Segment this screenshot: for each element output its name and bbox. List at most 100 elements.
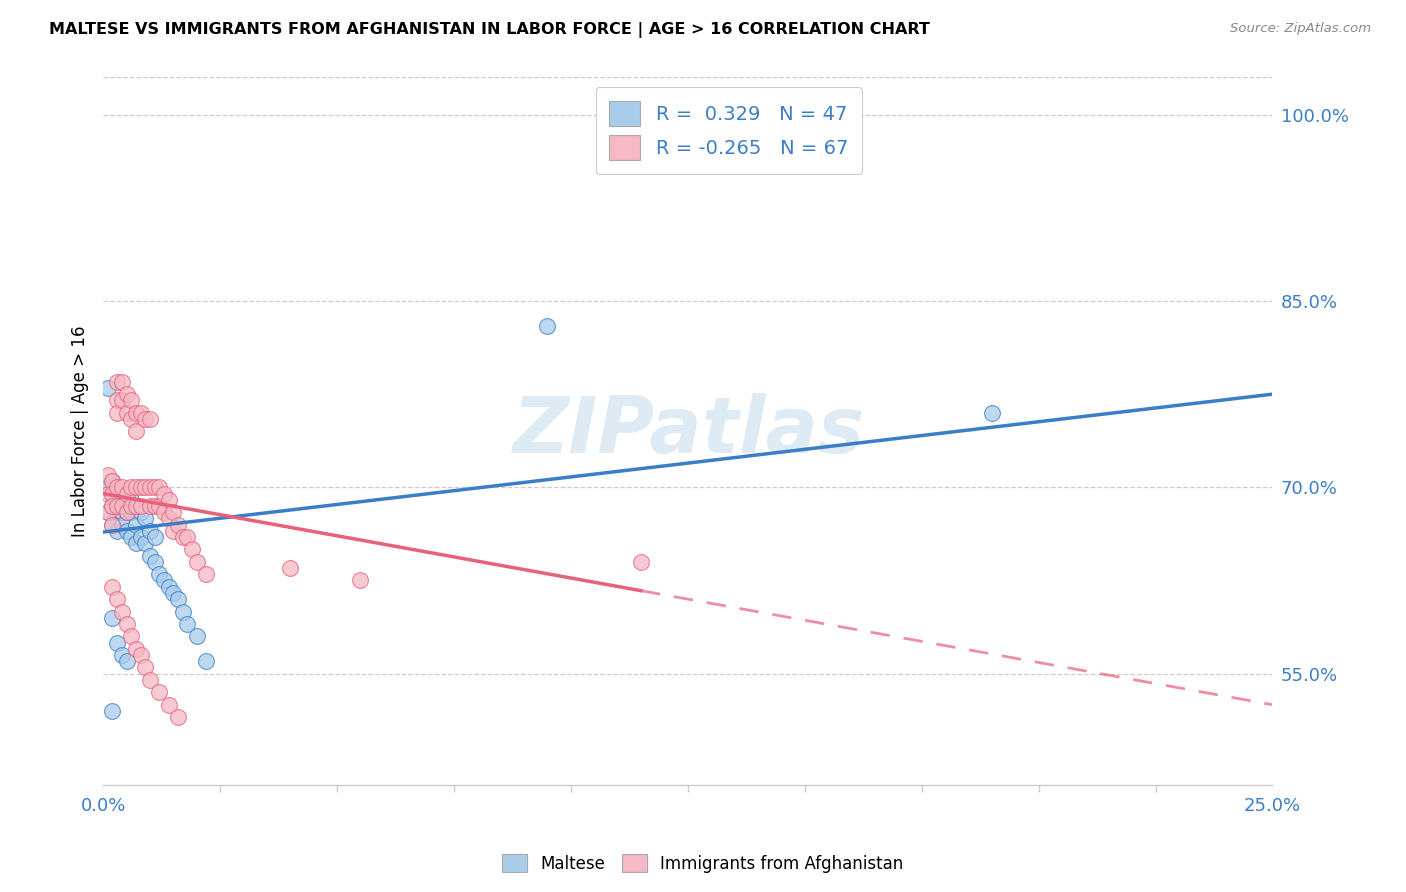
Point bbox=[111, 393, 134, 408]
Point bbox=[115, 617, 138, 632]
Point bbox=[148, 685, 170, 699]
Point bbox=[105, 592, 128, 607]
Point bbox=[115, 406, 138, 420]
Point bbox=[105, 524, 128, 538]
Point bbox=[148, 480, 170, 494]
Point bbox=[143, 530, 166, 544]
Point bbox=[115, 505, 138, 519]
Point bbox=[125, 517, 148, 532]
Point bbox=[111, 648, 134, 662]
Point bbox=[101, 517, 124, 532]
Point bbox=[143, 555, 166, 569]
Point bbox=[125, 641, 148, 656]
Point bbox=[278, 561, 301, 575]
Point bbox=[115, 524, 138, 538]
Point bbox=[139, 524, 162, 538]
Point bbox=[195, 654, 218, 668]
Point bbox=[101, 474, 124, 488]
Point bbox=[186, 629, 208, 643]
Point bbox=[97, 381, 120, 395]
Point bbox=[111, 517, 134, 532]
Point bbox=[148, 567, 170, 582]
Point bbox=[105, 486, 128, 500]
Point bbox=[97, 505, 120, 519]
Point bbox=[630, 555, 652, 569]
Point bbox=[157, 698, 180, 712]
Point bbox=[125, 499, 148, 513]
Point bbox=[139, 673, 162, 687]
Point bbox=[111, 605, 134, 619]
Point bbox=[153, 505, 176, 519]
Point bbox=[162, 524, 184, 538]
Point bbox=[115, 387, 138, 401]
Point bbox=[101, 517, 124, 532]
Point bbox=[980, 406, 1002, 420]
Point bbox=[101, 580, 124, 594]
Point bbox=[115, 505, 138, 519]
Legend: Maltese, Immigrants from Afghanistan: Maltese, Immigrants from Afghanistan bbox=[495, 847, 911, 880]
Point bbox=[101, 704, 124, 718]
Point bbox=[125, 499, 148, 513]
Point bbox=[143, 480, 166, 494]
Point bbox=[139, 499, 162, 513]
Point bbox=[105, 492, 128, 507]
Point bbox=[139, 480, 162, 494]
Point bbox=[134, 536, 156, 550]
Point bbox=[125, 536, 148, 550]
Point bbox=[105, 499, 128, 513]
Point bbox=[120, 393, 142, 408]
Point bbox=[139, 412, 162, 426]
Point bbox=[129, 406, 152, 420]
Point bbox=[111, 505, 134, 519]
Point bbox=[172, 530, 194, 544]
Point bbox=[143, 499, 166, 513]
Point bbox=[129, 480, 152, 494]
Point bbox=[97, 480, 120, 494]
Point bbox=[101, 486, 124, 500]
Text: MALTESE VS IMMIGRANTS FROM AFGHANISTAN IN LABOR FORCE | AGE > 16 CORRELATION CHA: MALTESE VS IMMIGRANTS FROM AFGHANISTAN I… bbox=[49, 22, 931, 38]
Point bbox=[139, 549, 162, 563]
Point bbox=[105, 375, 128, 389]
Point bbox=[120, 505, 142, 519]
Point bbox=[157, 580, 180, 594]
Point bbox=[120, 629, 142, 643]
Point bbox=[101, 611, 124, 625]
Point bbox=[186, 555, 208, 569]
Point bbox=[129, 530, 152, 544]
Point bbox=[125, 406, 148, 420]
Point bbox=[129, 648, 152, 662]
Point bbox=[536, 318, 558, 333]
Point bbox=[97, 505, 120, 519]
Text: Source: ZipAtlas.com: Source: ZipAtlas.com bbox=[1230, 22, 1371, 36]
Point bbox=[129, 505, 152, 519]
Point bbox=[105, 393, 128, 408]
Point bbox=[97, 486, 120, 500]
Point bbox=[120, 492, 142, 507]
Point bbox=[181, 542, 204, 557]
Point bbox=[129, 499, 152, 513]
Legend: R =  0.329   N = 47, R = -0.265   N = 67: R = 0.329 N = 47, R = -0.265 N = 67 bbox=[596, 87, 862, 174]
Point bbox=[134, 480, 156, 494]
Point bbox=[115, 654, 138, 668]
Point bbox=[125, 480, 148, 494]
Point bbox=[105, 505, 128, 519]
Point bbox=[167, 517, 190, 532]
Point bbox=[134, 660, 156, 674]
Point bbox=[120, 412, 142, 426]
Point bbox=[111, 480, 134, 494]
Point bbox=[120, 480, 142, 494]
Point bbox=[148, 499, 170, 513]
Point bbox=[97, 467, 120, 482]
Point bbox=[111, 486, 134, 500]
Point bbox=[115, 486, 138, 500]
Point bbox=[111, 499, 134, 513]
Y-axis label: In Labor Force | Age > 16: In Labor Force | Age > 16 bbox=[72, 326, 89, 537]
Point bbox=[134, 412, 156, 426]
Point bbox=[101, 499, 124, 513]
Point bbox=[167, 710, 190, 724]
Point bbox=[125, 425, 148, 439]
Point bbox=[176, 530, 198, 544]
Point bbox=[172, 605, 194, 619]
Point bbox=[101, 474, 124, 488]
Point bbox=[167, 592, 190, 607]
